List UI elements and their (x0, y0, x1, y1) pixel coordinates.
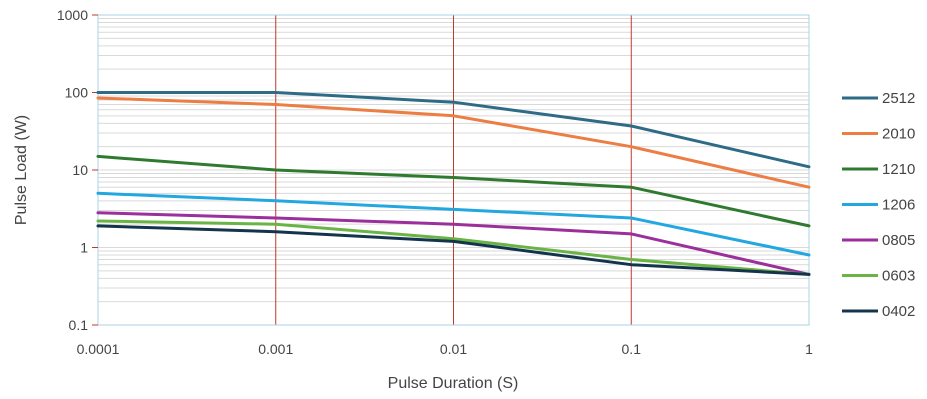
legend-label: 1210 (882, 161, 915, 178)
series-line-2512 (96, 91, 811, 169)
legend-label: 1206 (882, 197, 915, 214)
legend-item: 1210 (842, 161, 915, 178)
series-line-1206 (96, 191, 811, 257)
legend-label: 2512 (882, 90, 915, 107)
y-tick-label: 1 (80, 240, 88, 256)
y-tick-label: 10 (72, 162, 88, 178)
y-tick-label: 0.1 (69, 317, 89, 333)
x-tick-label: 0.0001 (77, 341, 120, 357)
legend-item: 2512 (842, 90, 915, 107)
series-lines (96, 91, 811, 276)
x-axis-title: Pulse Duration (S) (388, 375, 519, 392)
y-tick-label: 100 (65, 85, 89, 101)
legend-label: 2010 (882, 126, 915, 143)
x-tick-label: 0.001 (258, 341, 293, 357)
x-tick-label: 0.1 (622, 341, 642, 357)
legend-item: 0805 (842, 232, 915, 249)
series-line-0805 (96, 211, 811, 276)
series-line-1210 (96, 154, 811, 228)
x-tick-labels: 0.0001 0.001 0.01 0.1 1 (77, 341, 814, 357)
series-line-2010 (96, 96, 811, 189)
legend-item: 0402 (842, 303, 915, 320)
x-tick-label: 1 (805, 341, 813, 357)
series-line-0603 (96, 219, 811, 276)
x-tick-label: 0.01 (440, 341, 467, 357)
y-tick-label: 1000 (57, 7, 88, 23)
series-line-0402 (96, 224, 811, 276)
legend-label: 0805 (882, 232, 915, 249)
legend-item: 2010 (842, 126, 915, 143)
legend: 2512 2010 1210 1206 0805 0603 0402 (842, 90, 915, 320)
legend-item: 0603 (842, 268, 915, 285)
legend-label: 0402 (882, 303, 915, 320)
y-tick-labels: 0.1 1 10 100 1000 (57, 7, 98, 333)
legend-label: 0603 (882, 268, 915, 285)
legend-item: 1206 (842, 197, 915, 214)
y-axis-title: Pulse Load (W) (13, 115, 30, 225)
